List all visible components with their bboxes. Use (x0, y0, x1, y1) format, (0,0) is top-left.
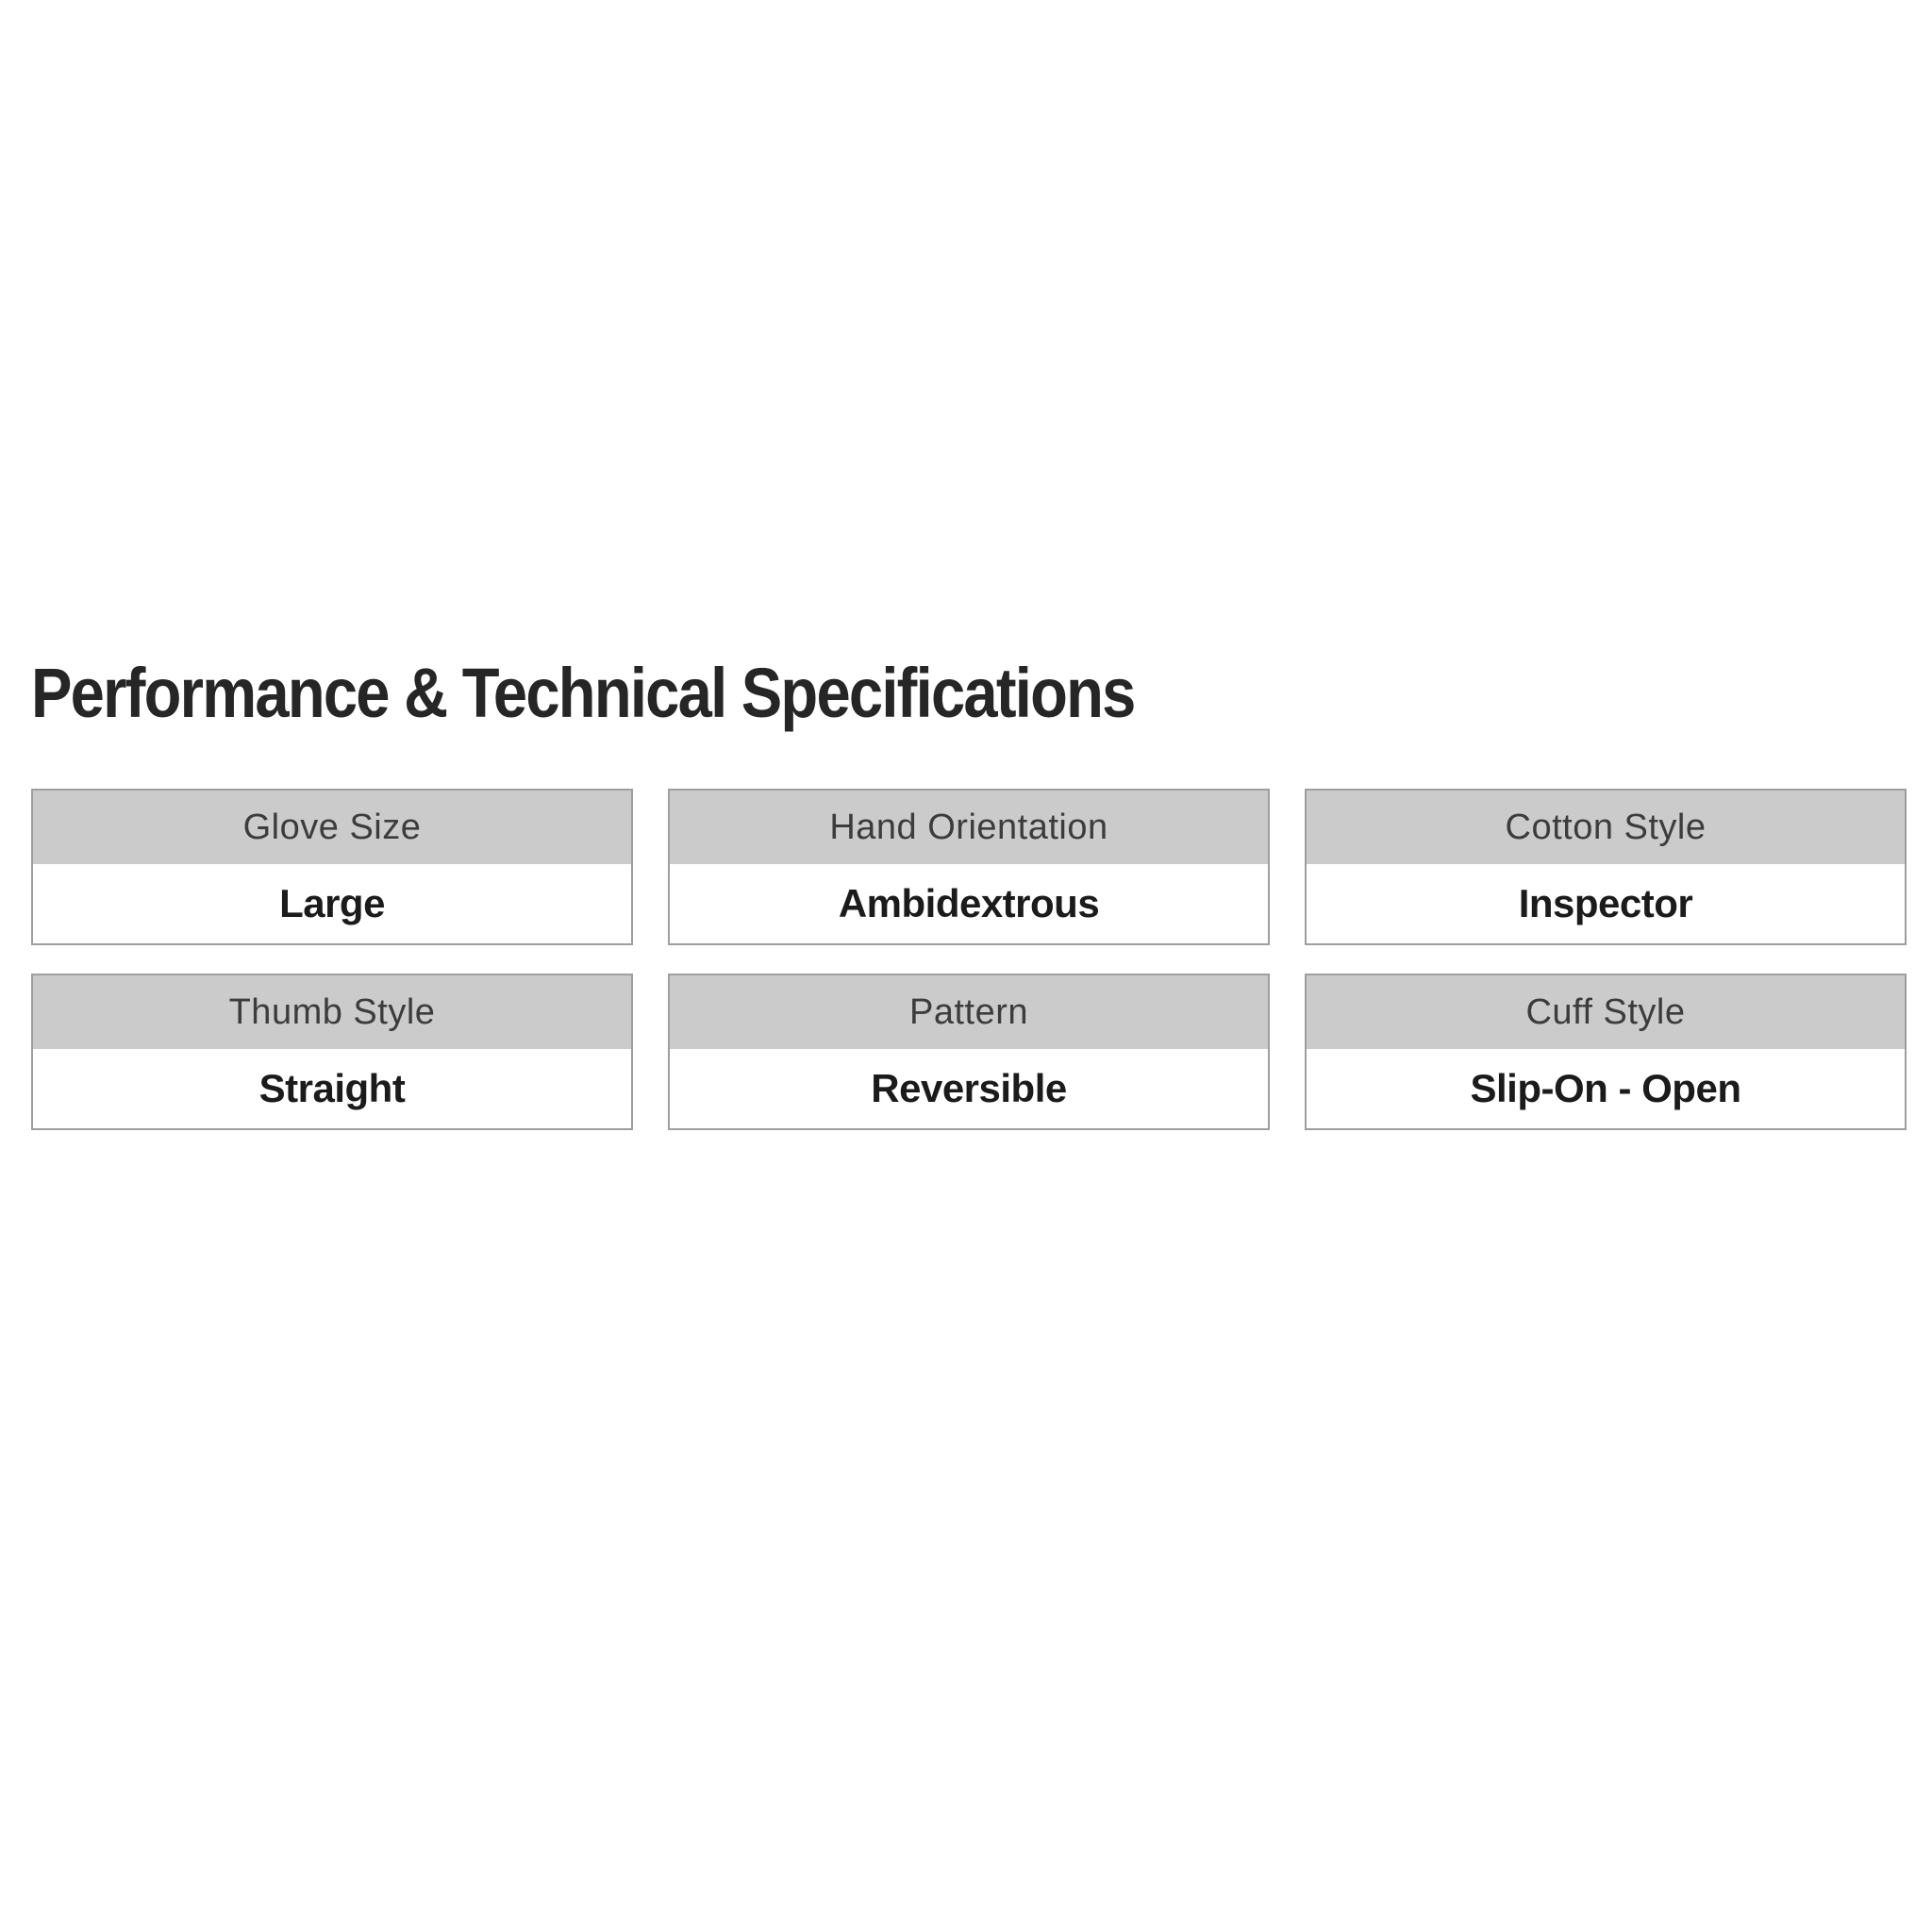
spec-label: Hand Orientation (670, 791, 1268, 864)
spec-grid: Glove Size Large Hand Orientation Ambide… (31, 789, 1907, 1130)
spec-label: Thumb Style (33, 975, 631, 1049)
spec-value: Slip-On - Open (1307, 1049, 1905, 1128)
spec-box-cuff-style: Cuff Style Slip-On - Open (1305, 974, 1907, 1130)
spec-box-pattern: Pattern Reversible (668, 974, 1270, 1130)
spec-label: Glove Size (33, 791, 631, 864)
spec-box-hand-orientation: Hand Orientation Ambidextrous (668, 789, 1270, 945)
spec-label: Cotton Style (1307, 791, 1905, 864)
spec-box-cotton-style: Cotton Style Inspector (1305, 789, 1907, 945)
spec-label: Cuff Style (1307, 975, 1905, 1049)
spec-value: Reversible (670, 1049, 1268, 1128)
spec-value: Ambidextrous (670, 864, 1268, 943)
spec-value: Inspector (1307, 864, 1905, 943)
spec-value: Straight (33, 1049, 631, 1128)
spec-box-thumb-style: Thumb Style Straight (31, 974, 633, 1130)
spec-label: Pattern (670, 975, 1268, 1049)
specifications-section-title: Performance & Technical Specifications (31, 654, 1136, 732)
spec-box-glove-size: Glove Size Large (31, 789, 633, 945)
spec-value: Large (33, 864, 631, 943)
